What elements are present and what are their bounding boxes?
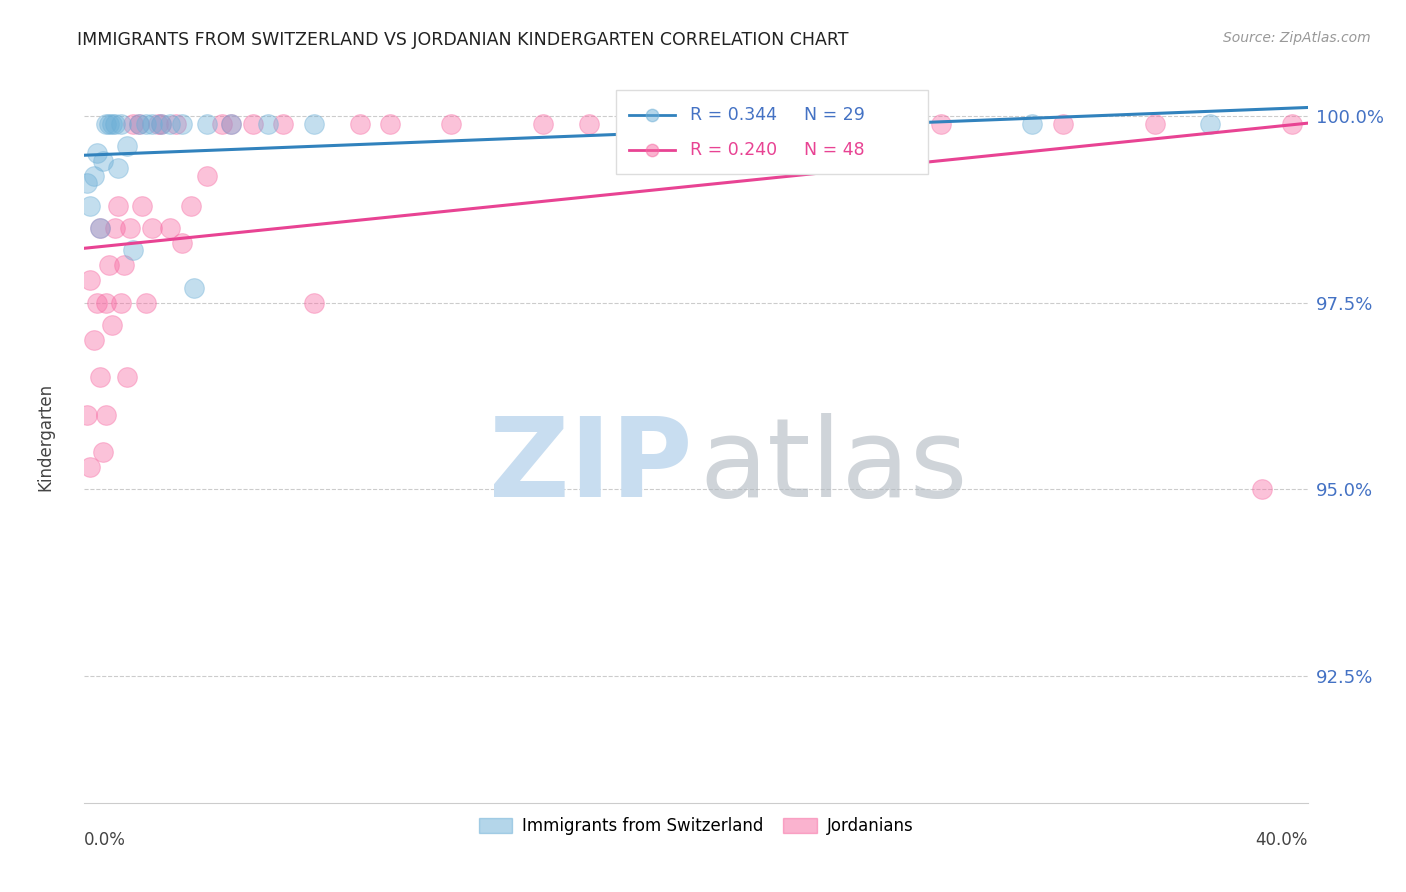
Point [91,445,114,459]
Point [159,117,181,131]
Text: Source: ZipAtlas.com: Source: ZipAtlas.com [1223,31,1371,45]
Point [94,117,117,131]
Point [183,281,205,295]
FancyBboxPatch shape [616,90,928,174]
Point [1052,117,1074,131]
Point [929,117,952,131]
Text: 0.0%: 0.0% [84,830,127,848]
Point [1250,483,1272,497]
Point [107,161,129,176]
Point [380,117,402,131]
Point [122,244,145,258]
Point [195,169,218,183]
Point [149,117,172,131]
Point [624,117,647,131]
Point [86,295,108,310]
Point [89,221,111,235]
Point [180,199,202,213]
Point [165,117,187,131]
Point [195,117,218,131]
Point [122,117,145,131]
Point [79,273,101,287]
Text: atlas: atlas [700,413,969,520]
Point [104,117,127,131]
Point [101,117,124,131]
Point [89,370,111,384]
Point [97,117,120,131]
Point [219,117,242,131]
Point [79,459,101,474]
Point [110,295,132,310]
Point [86,146,108,161]
Point [531,117,554,131]
Point [94,408,117,422]
Point [242,117,264,131]
Point [1198,117,1220,131]
Text: N = 29: N = 29 [804,106,865,124]
Point [115,370,138,384]
Point [578,117,600,131]
Point [1143,117,1166,131]
Legend: Immigrants from Switzerland, Jordanians: Immigrants from Switzerland, Jordanians [472,811,920,842]
Point [807,117,830,131]
Text: R = 0.344: R = 0.344 [690,106,778,124]
Point [89,221,111,235]
Point [112,259,135,273]
Point [149,117,172,131]
Point [110,117,132,131]
Point [76,408,98,422]
Point [219,117,242,131]
Point [159,221,181,235]
Point [94,295,117,310]
Point [104,221,127,235]
Point [716,117,738,131]
Text: 40.0%: 40.0% [1256,830,1308,848]
Point [135,295,157,310]
Point [440,117,463,131]
Point [838,117,860,131]
Point [135,117,157,131]
Point [349,117,371,131]
Text: N = 48: N = 48 [804,141,865,159]
Point [172,117,194,131]
Point [131,199,153,213]
Point [1021,117,1043,131]
Text: ZIP: ZIP [489,413,692,520]
Point [101,318,124,332]
Point [83,169,105,183]
Point [141,221,163,235]
Point [128,117,150,131]
Point [107,199,129,213]
Point [172,235,194,250]
Point [120,221,142,235]
Text: IMMIGRANTS FROM SWITZERLAND VS JORDANIAN KINDERGARTEN CORRELATION CHART: IMMIGRANTS FROM SWITZERLAND VS JORDANIAN… [77,31,849,49]
Point [302,295,325,310]
Point [76,177,98,191]
Point [83,333,105,347]
Point [302,117,325,131]
Point [1281,117,1303,131]
Point [91,153,114,168]
Point [97,259,120,273]
Point [257,117,280,131]
Point [141,117,163,131]
Point [115,139,138,153]
Point [128,117,150,131]
Text: R = 0.240: R = 0.240 [690,141,778,159]
Point [624,117,647,131]
Point [146,117,169,131]
Point [79,199,101,213]
Point [211,117,233,131]
Point [271,117,294,131]
Text: Kindergarten: Kindergarten [37,383,55,491]
